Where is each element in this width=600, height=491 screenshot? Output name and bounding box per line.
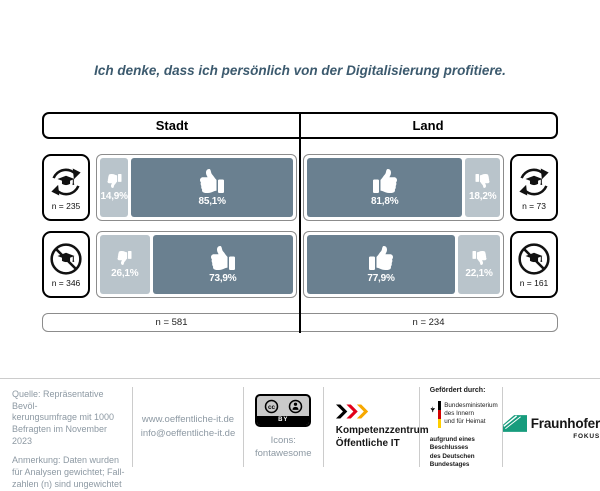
svg-text:cc: cc bbox=[268, 403, 276, 410]
subgroup-box-land-row1: n = 73 bbox=[510, 154, 558, 221]
segment-percentage: 26,1% bbox=[111, 267, 139, 279]
subgroup-n-label: n = 161 bbox=[519, 278, 549, 288]
bmi-name: Bundesministerium des Innern und für Hei… bbox=[444, 402, 498, 426]
column-header-stadt: Stadt bbox=[155, 118, 189, 133]
thumbs-up-segment: 81,8% bbox=[307, 158, 463, 217]
total-n-stadt: n = 581 bbox=[155, 317, 188, 328]
bar-land-row1: 81,8% 18,2% bbox=[303, 154, 504, 221]
subgroup-box-stadt-row2: n = 346 bbox=[42, 231, 90, 298]
thumbs-up-segment: 85,1% bbox=[131, 158, 293, 217]
subgroup-n-label: n = 346 bbox=[51, 278, 81, 288]
attribution-person-icon bbox=[288, 399, 302, 413]
thumbs-down-segment: 18,2% bbox=[465, 158, 500, 217]
fraunhofer-mark-icon bbox=[502, 414, 527, 432]
cc-icon: cc bbox=[264, 399, 278, 413]
footer-fraunhofer: Fraunhofer FOKUS bbox=[502, 379, 600, 475]
thumbs-up-icon bbox=[368, 246, 394, 270]
footer-funding: Gefördert durch: Bundesministerium des I… bbox=[420, 379, 502, 475]
segment-percentage: 22,1% bbox=[465, 267, 493, 279]
subgroup-box-stadt-row1: n = 235 bbox=[42, 154, 90, 221]
thumbs-down-icon bbox=[107, 174, 122, 188]
graduation-cap-rotate-icon bbox=[516, 164, 552, 200]
graduation-cap-ban-icon bbox=[516, 241, 552, 277]
thumbs-down-icon bbox=[475, 174, 490, 188]
infographic-canvas: Ich denke, dass ich persönlich von der D… bbox=[0, 63, 600, 489]
cc-icons: cc bbox=[257, 396, 309, 416]
footer-divider bbox=[322, 387, 324, 467]
thumbs-up-segment: 73,9% bbox=[152, 235, 293, 294]
segment-percentage: 18,2% bbox=[469, 190, 497, 202]
footer-divider bbox=[242, 387, 244, 467]
cc-by-label: BY bbox=[257, 415, 310, 425]
subgroup-box-land-row2: n = 161 bbox=[510, 231, 558, 298]
thumbs-down-icon bbox=[472, 251, 487, 265]
segment-percentage: 73,9% bbox=[209, 272, 237, 284]
bmi-logo: Bundesministerium des Innern und für Hei… bbox=[430, 401, 498, 428]
segment-percentage: 14,9% bbox=[100, 190, 128, 202]
bar-stadt-row1: 14,9% 85,1% bbox=[96, 154, 297, 221]
oefit-chevrons-icon bbox=[335, 404, 368, 418]
fraunhofer-logo: Fraunhofer FOKUS bbox=[502, 414, 600, 440]
footer-source-note: Quelle: Repräsentative Bevöl- kerungsumf… bbox=[0, 379, 132, 489]
fraunhofer-wordmark: Fraunhofer bbox=[530, 415, 600, 431]
total-n-land: n = 234 bbox=[412, 317, 445, 328]
website-url: www.oeffentliche-it.de bbox=[141, 413, 235, 425]
bar-land-row2: 77,9% 22,1% bbox=[303, 231, 504, 298]
source-text: Quelle: Repräsentative Bevöl- kerungsumf… bbox=[12, 389, 115, 446]
thumbs-up-segment: 77,9% bbox=[307, 235, 456, 294]
bar-stadt-row2: 26,1% 73,9% bbox=[96, 231, 297, 298]
center-divider-line bbox=[299, 112, 301, 333]
federal-eagle-icon bbox=[430, 406, 435, 413]
footer-license: cc BY Icons: fontawesome bbox=[244, 379, 323, 475]
thumbs-up-icon bbox=[199, 169, 225, 193]
thumbs-up-icon bbox=[210, 246, 236, 270]
oefit-wordmark: Kompetenzzentrum Öffentliche IT bbox=[335, 424, 429, 450]
segment-percentage: 77,9% bbox=[367, 272, 395, 284]
cc-by-badge: cc BY bbox=[255, 393, 312, 427]
icons-credit: Icons: fontawesome bbox=[254, 434, 312, 459]
thumbs-up-icon bbox=[372, 169, 398, 193]
segment-percentage: 81,8% bbox=[371, 195, 399, 207]
thumbs-down-segment: 14,9% bbox=[100, 158, 129, 217]
footer-divider bbox=[132, 387, 134, 467]
column-header-land: Land bbox=[412, 118, 444, 133]
fokus-label: FOKUS bbox=[573, 432, 600, 440]
graduation-cap-rotate-icon bbox=[48, 164, 84, 200]
footer: Quelle: Repräsentative Bevöl- kerungsumf… bbox=[0, 378, 600, 489]
german-flag-bar bbox=[438, 401, 442, 428]
subgroup-n-label: n = 235 bbox=[51, 201, 81, 211]
thumbs-down-segment: 22,1% bbox=[458, 235, 500, 294]
graduation-cap-ban-icon bbox=[48, 241, 84, 277]
footer-divider bbox=[418, 387, 420, 467]
segment-percentage: 85,1% bbox=[198, 195, 226, 207]
footer-contact: www.oeffentliche-it.de info@oeffentliche… bbox=[133, 379, 242, 475]
thumbs-down-icon bbox=[117, 251, 132, 265]
subgroup-n-label: n = 73 bbox=[522, 201, 546, 211]
bundestag-note: aufgrund eines Beschlusses des Deutschen… bbox=[429, 436, 475, 468]
email-address: info@oeffentliche-it.de bbox=[140, 428, 236, 439]
footer-oefit: Kompetenzzentrum Öffentliche IT bbox=[324, 379, 429, 475]
thumbs-down-segment: 26,1% bbox=[100, 235, 150, 294]
funded-by-label: Gefördert durch: bbox=[429, 387, 486, 394]
footer-divider bbox=[501, 387, 503, 467]
chart-title: Ich denke, dass ich persönlich von der D… bbox=[94, 63, 506, 78]
method-note-text: Anmerkung: Daten wurden für Analysen gew… bbox=[12, 455, 125, 489]
